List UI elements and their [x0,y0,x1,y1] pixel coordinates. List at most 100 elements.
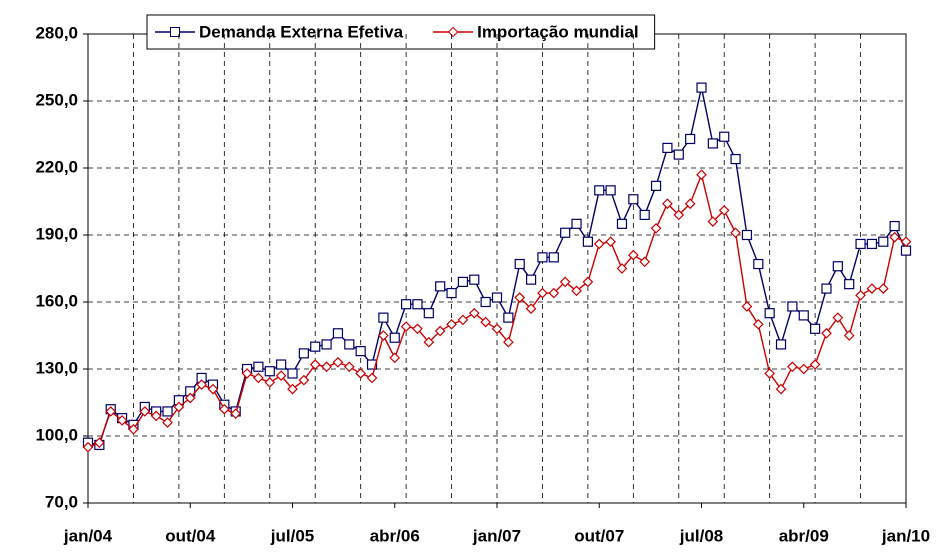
legend-label: Importação mundial [477,22,639,41]
marker [684,198,696,210]
x-tick-label: jul/05 [270,526,314,545]
marker [639,209,650,220]
marker [605,236,616,248]
marker [900,236,912,248]
marker [741,229,753,241]
marker [775,383,787,395]
marker [832,312,844,323]
marker [628,194,639,205]
marker [423,336,435,348]
marker [752,318,764,330]
marker [412,323,423,335]
marker [298,348,309,359]
x-tick-label: jan/10 [881,526,930,545]
marker [253,372,264,384]
marker [264,377,276,388]
marker [423,308,434,319]
marker [889,220,900,232]
marker [696,82,707,93]
marker [878,236,889,247]
marker [571,285,582,297]
marker [366,372,378,384]
marker [218,403,230,415]
marker [128,423,139,435]
marker [275,370,287,382]
marker [662,198,673,210]
marker [446,318,457,330]
marker [401,299,412,310]
marker [82,441,94,453]
marker [560,227,571,238]
legend-marker [447,26,459,38]
x-tick-label: abr/06 [370,526,420,545]
marker [821,283,832,294]
marker [355,346,366,357]
marker [594,185,605,196]
marker [457,314,469,326]
y-tick-label: 190,0 [35,224,78,243]
y-tick-label: 160,0 [35,291,78,310]
x-tick-label: out/04 [165,526,216,545]
marker [775,339,787,350]
marker [787,361,798,373]
marker [866,283,878,294]
marker [673,149,684,160]
marker [503,336,514,348]
marker [105,406,117,417]
marker [730,153,741,165]
marker [832,261,843,272]
marker [468,307,480,319]
marker [412,299,423,310]
marker [798,363,810,375]
marker [400,321,412,332]
y-tick-label: 220,0 [35,157,78,176]
marker [616,218,628,229]
marker [844,279,855,290]
y-tick-label: 280,0 [35,23,78,42]
marker [309,359,321,370]
marker [696,169,707,181]
y-tick-label: 250,0 [35,90,78,109]
marker [650,222,662,234]
marker [253,361,264,372]
marker [389,352,401,364]
marker [605,185,616,196]
marker [503,312,514,323]
marker [446,287,457,299]
marker [241,368,253,379]
marker [264,366,275,377]
marker [343,361,355,373]
marker [310,341,321,352]
marker [582,276,594,288]
marker [389,332,400,343]
marker [855,238,866,250]
marker [730,227,741,239]
marker [877,283,889,294]
marker [764,368,776,379]
marker [94,437,105,449]
marker [616,263,628,274]
marker [491,323,503,335]
marker [434,325,446,337]
marker [889,231,900,243]
marker [582,236,593,247]
marker [571,218,582,229]
marker [355,368,367,379]
marker [707,138,718,149]
marker [662,142,673,153]
marker [116,415,128,426]
marker [719,131,730,142]
marker [344,339,355,350]
marker [184,392,196,404]
marker [469,274,480,285]
legend-label: Demanda Externa Efetiva [199,22,404,41]
legend: Demanda Externa Efetiva Importação mundia… [146,14,656,50]
marker [196,379,207,390]
marker [718,205,730,216]
marker [798,310,809,321]
marker [673,209,685,221]
marker [332,328,344,339]
marker [843,330,855,341]
marker [378,330,389,341]
marker [537,252,548,263]
